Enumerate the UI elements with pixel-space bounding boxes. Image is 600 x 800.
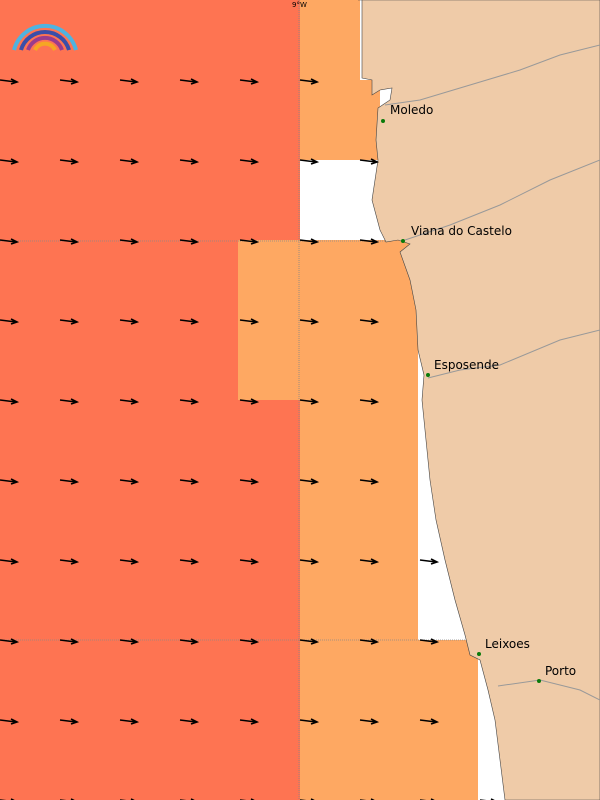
zone-medium [300,80,380,160]
river [497,679,600,701]
wind-arrow [239,78,260,85]
wind-arrow [239,318,260,325]
wind-arrow [179,398,200,405]
place-label: Leixoes [485,637,530,651]
wind-arrow [299,158,320,165]
wind-arrow [359,158,380,165]
wind-arrow [0,558,20,565]
wind-arrow [239,718,260,725]
wind-arrow [179,718,200,725]
place-label: Esposende [434,358,499,372]
wind-arrow [179,78,200,85]
zone-medium [300,0,360,80]
wind-arrow [419,638,440,645]
wind-arrow [179,638,200,645]
wind-arrow [0,718,20,725]
wind-arrow [0,478,20,485]
wind-arrow [359,318,380,325]
wind-arrow [239,158,260,165]
zone-medium [300,640,478,800]
wind-arrow [0,638,20,645]
wind-arrow [0,318,20,325]
wind-arrow [119,398,140,405]
wind-arrow [299,478,320,485]
river [384,44,600,106]
wind-arrow [299,318,320,325]
wind-arrow [359,478,380,485]
wind-arrow [119,718,140,725]
wind-arrow [179,478,200,485]
wind-arrow [179,318,200,325]
wind-arrow [359,638,380,645]
wind-arrow [359,718,380,725]
wind-arrow [0,238,20,245]
wind-arrow [299,638,320,645]
wind-arrow [179,238,200,245]
wind-arrow [119,158,140,165]
wind-arrow [119,558,140,565]
wind-arrow [239,638,260,645]
wind-arrow [419,718,440,725]
wind-arrow [0,158,20,165]
wind-arrow [299,718,320,725]
wind-arrow [59,158,80,165]
wind-arrow [59,398,80,405]
land [358,0,600,800]
wind-arrow [239,558,260,565]
place-label: Viana do Castelo [411,224,512,238]
wind-arrow [299,398,320,405]
place-label: Moledo [390,103,433,117]
zone-medium [238,240,300,400]
wind-arrow [59,78,80,85]
meridian-label: 9°W [292,1,307,9]
wind-arrow [59,318,80,325]
wind-arrow [239,478,260,485]
wind-arrow [119,78,140,85]
rivers [384,44,600,701]
logo-arc [33,41,57,52]
wind-arrow [119,318,140,325]
wind-arrow [419,558,440,565]
river [404,159,600,241]
wind-arrow [0,398,20,405]
logo-arc [19,30,71,51]
zone-medium [300,240,418,640]
wind-arrow [59,718,80,725]
wind-arrow [359,558,380,565]
wind-arrow [299,558,320,565]
wind-arrow [299,78,320,85]
place-dot [381,119,385,123]
wind-arrow [59,638,80,645]
place-dot [537,679,541,683]
logo-arc [12,23,78,51]
place-dot [426,373,430,377]
wind-arrow [119,238,140,245]
logo [12,23,78,52]
wind-arrow [119,638,140,645]
place-dot [477,652,481,656]
wind-arrow [59,478,80,485]
wind-arrow [0,78,20,85]
wind-arrow [359,238,380,245]
wind-arrow [359,398,380,405]
river [427,329,600,379]
logo-arc [26,35,64,51]
places: Moledo Viana do Castelo Esposende Leixoe… [381,103,576,683]
wind-arrow [239,238,260,245]
wind-arrow [299,238,320,245]
wind-arrow [179,558,200,565]
wind-arrows [0,78,495,800]
wind-arrow [239,398,260,405]
wind-arrow [179,158,200,165]
wind-arrow [59,238,80,245]
wind-arrow [59,558,80,565]
place-dot [401,239,405,243]
wind-arrow [119,478,140,485]
place-label: Porto [545,664,576,678]
